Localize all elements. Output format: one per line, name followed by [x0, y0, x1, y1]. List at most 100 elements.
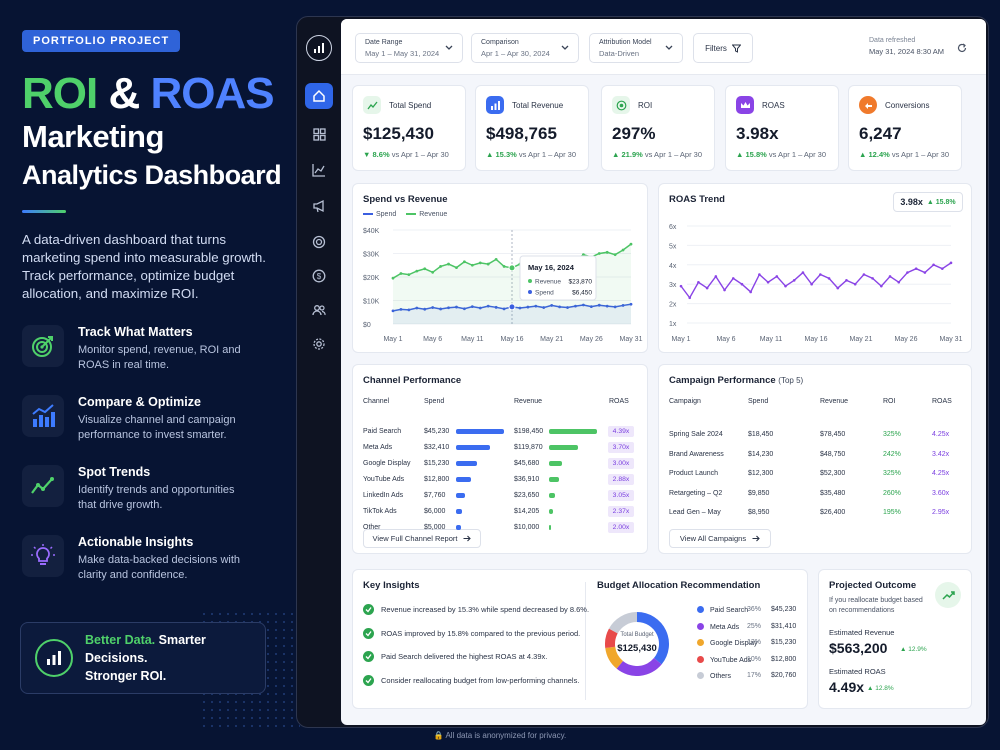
insights-budget-card: Key Insights Budget Allocation Recommend…: [352, 569, 808, 709]
date-range-dropdown[interactable]: Date Range May 1 – May 31, 2024: [355, 33, 463, 63]
portfolio-badge: PORTFOLIO PROJECT: [22, 30, 181, 52]
data-point-roas: [897, 280, 901, 284]
revenue-bar: [549, 525, 552, 530]
bar-chart-icon: [35, 639, 73, 677]
insight-item: Revenue increased by 15.3% while spend d…: [363, 604, 589, 615]
revenue-bar: [549, 429, 597, 434]
filters-button[interactable]: Filters: [693, 33, 753, 63]
roas-badge: 3.98x ▲ 15.8%: [893, 192, 963, 212]
data-point-spend: [613, 305, 617, 309]
users-icon[interactable]: [305, 297, 333, 323]
kpi-compare: vs Apr 1 – Apr 30: [391, 150, 449, 159]
card-title: Spend vs Revenue: [363, 194, 448, 205]
channel-revenue: $14,205: [514, 508, 540, 515]
dollar-icon[interactable]: $: [305, 263, 333, 289]
budget-donut-chart[interactable]: [597, 604, 677, 684]
spend-bar: [456, 493, 466, 498]
roas-pill: 2.00x: [608, 522, 634, 533]
trend-up-icon: [935, 582, 961, 608]
data-point-roas: [862, 273, 866, 276]
campaign-revenue: $48,750: [820, 450, 846, 458]
roas-pill: 3.05x: [608, 490, 634, 501]
data-point-spend: [542, 306, 546, 309]
megaphone-icon[interactable]: [305, 193, 333, 219]
data-point-roas: [723, 288, 726, 292]
campaign-performance-card: Campaign Performance (Top 5) Campaign Sp…: [658, 364, 972, 554]
campaign-roas: 4.25x: [932, 470, 950, 477]
feature-desc: Identify trends and opportunities that d…: [78, 484, 235, 511]
channel-spend: $7,760: [424, 492, 446, 499]
data-point-revenue: [439, 265, 442, 268]
kpi-compare: vs Apr 1 – Apr 30: [518, 150, 577, 159]
data-point-spend: [478, 306, 482, 310]
refresh-icon[interactable]: [957, 43, 967, 53]
channel-name: LinkedIn Ads: [363, 492, 404, 499]
attribution-dropdown[interactable]: Attribution Model Data-Driven: [589, 33, 683, 63]
data-point-roas: [836, 286, 840, 290]
wallet-icon: [363, 96, 381, 114]
data-point-spend: [534, 304, 538, 308]
data-point-revenue: [423, 267, 427, 271]
data-point-spend: [407, 308, 411, 312]
x-tick-label: May 21: [850, 336, 873, 343]
channel-spend: $5,000: [424, 524, 446, 531]
channel-name: Google Display: [363, 460, 411, 467]
revenue-bar: [549, 493, 555, 498]
data-point-roas: [949, 261, 953, 265]
footer-text: All data is anonymized for privacy.: [445, 731, 567, 740]
campaign-name: Retargeting – Q2: [669, 489, 723, 497]
comparison-dropdown[interactable]: Comparison Apr 1 – Apr 30, 2024: [471, 33, 579, 63]
data-point-roas: [740, 282, 744, 286]
legend-dot: [697, 639, 704, 646]
grid-icon[interactable]: [305, 121, 333, 147]
spend-bar: [456, 525, 461, 530]
target-icon[interactable]: [305, 229, 333, 255]
dropdown-label: Comparison: [481, 39, 519, 46]
budget-amount: $15,230: [771, 639, 797, 646]
home-icon[interactable]: [305, 83, 333, 109]
app-logo-icon[interactable]: [306, 35, 332, 61]
view-all-campaigns-button[interactable]: View All Campaigns: [669, 529, 771, 548]
x-tick-label: May 11: [461, 336, 484, 343]
y-tick-label: $40K: [363, 228, 380, 235]
roas-trend-chart[interactable]: 6x 5x 4x 3x 2x 1x May 1 May 6 May 11 May 16 May 21…: [659, 184, 973, 354]
title-roas: ROAS: [150, 69, 274, 118]
data-point-revenue: [629, 242, 633, 246]
data-point-spend: [486, 304, 490, 308]
estimated-roas-change: ▲ 12.8%: [867, 685, 894, 692]
spend-revenue-chart[interactable]: $40K $30K $20K $10K $0 May 1 May 6 May 11 May 16…: [353, 184, 649, 354]
data-point-revenue: [613, 253, 617, 257]
kpi-value: 297%: [612, 124, 656, 143]
analytics-icon[interactable]: [305, 157, 333, 183]
donut-slice-meta-ads: [616, 658, 662, 676]
data-point-spend: [494, 305, 498, 309]
projected-outcome-card: Projected Outcome If you reallocate budg…: [818, 569, 972, 709]
channel-revenue: $10,000: [514, 524, 540, 531]
projected-desc: If you reallocate budget based on recomm…: [829, 597, 923, 614]
hover-point-revenue: [508, 264, 516, 272]
data-point-roas: [792, 279, 796, 282]
roas-trend-card: ROAS Trend 3.98x ▲ 15.8% 6x 5x 4x 3x 2x 1x May…: [658, 183, 972, 353]
data-point-roas: [827, 277, 831, 280]
channel-spend: $45,230: [424, 428, 450, 435]
gear-icon[interactable]: [305, 331, 333, 357]
campaign-revenue: $52,300: [820, 470, 846, 477]
campaign-roi: 325%: [883, 431, 901, 438]
data-point-revenue: [470, 263, 474, 267]
check-circle-icon: [363, 604, 374, 615]
data-point-roas: [940, 267, 944, 270]
card-title: Channel Performance: [363, 375, 462, 386]
chevron-down-icon: [445, 45, 453, 50]
tagline-text: Better Data. Smarter Decisions. Stronger…: [85, 631, 265, 685]
donut-slice-youtube-ads: [605, 628, 618, 649]
spend-revenue-card: Spend vs Revenue Spend Revenue $40K $30K $…: [352, 183, 648, 353]
data-point-roas: [705, 286, 709, 290]
view-channel-report-button[interactable]: View Full Channel Report: [363, 529, 481, 548]
data-point-spend: [502, 307, 506, 311]
legend-label: Google Display: [710, 640, 758, 647]
y-tick-label: 2x: [669, 302, 677, 309]
data-point-spend: [439, 307, 442, 311]
x-tick-label: May 21: [540, 336, 563, 343]
spend-bar: [456, 509, 463, 514]
channel-name: TikTok Ads: [363, 508, 397, 515]
